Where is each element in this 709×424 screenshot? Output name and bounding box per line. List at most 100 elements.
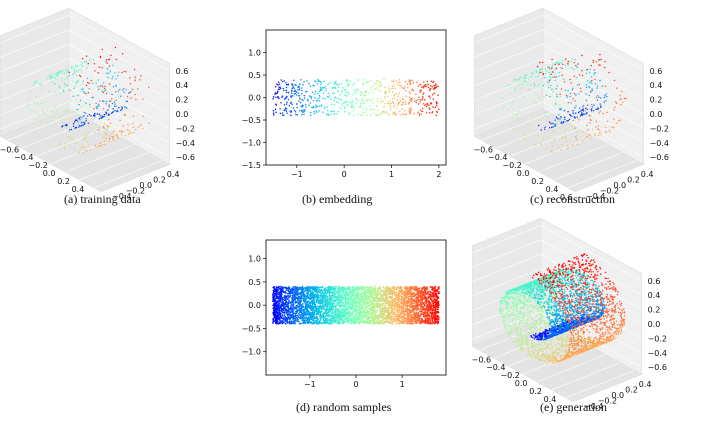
data-point <box>293 292 296 294</box>
data-point <box>90 115 92 117</box>
data-point <box>387 101 390 103</box>
data-point <box>341 90 343 92</box>
data-point <box>543 128 546 130</box>
data-point <box>529 124 531 126</box>
data-point <box>279 108 281 110</box>
data-point <box>426 305 429 308</box>
data-point <box>319 88 322 91</box>
data-point <box>413 100 416 102</box>
data-point <box>341 299 344 301</box>
data-point <box>542 85 544 87</box>
data-point <box>402 298 404 300</box>
data-point <box>333 110 335 112</box>
data-point <box>324 317 326 320</box>
data-point <box>335 83 338 86</box>
data-point <box>54 83 56 85</box>
data-point <box>349 101 351 103</box>
data-point <box>567 89 569 92</box>
data-point <box>327 96 330 99</box>
data-point <box>366 286 368 288</box>
data-point <box>436 298 438 300</box>
data-point <box>598 112 600 114</box>
data-point <box>418 289 421 291</box>
data-point <box>86 77 89 80</box>
data-point <box>104 135 106 137</box>
data-point <box>393 289 396 291</box>
data-point <box>505 85 507 87</box>
data-point <box>554 79 556 82</box>
z-tick-label: 0.6 <box>176 67 189 76</box>
chart-d-points <box>272 285 440 325</box>
data-point <box>343 106 346 108</box>
data-point <box>82 90 85 93</box>
data-point <box>402 312 404 315</box>
x-tick-label: −0.4 <box>488 153 507 162</box>
grid-line <box>0 101 69 130</box>
data-point <box>363 292 366 294</box>
data-point <box>341 104 343 107</box>
data-point <box>540 142 542 145</box>
data-point <box>575 134 578 136</box>
caption-b: (b) embedding <box>302 192 372 207</box>
data-point <box>343 107 346 110</box>
data-point <box>382 319 384 321</box>
data-point <box>64 109 67 112</box>
data-point <box>74 121 76 123</box>
data-point <box>71 138 74 140</box>
data-point <box>589 122 591 124</box>
data-point <box>384 92 387 95</box>
data-point <box>365 91 367 94</box>
data-point <box>276 83 278 85</box>
data-point <box>435 84 437 87</box>
data-point <box>300 322 302 325</box>
data-point <box>533 91 535 94</box>
data-point <box>421 309 423 311</box>
data-point <box>93 108 95 110</box>
data-point <box>59 115 61 118</box>
data-point <box>105 141 108 143</box>
data-point <box>293 109 296 112</box>
data-point <box>577 143 579 146</box>
data-point <box>427 84 429 86</box>
data-point <box>126 95 129 98</box>
data-point <box>82 58 84 60</box>
x-tick-label: −0.4 <box>14 153 33 162</box>
grid-line <box>68 101 170 158</box>
data-point <box>277 84 279 86</box>
data-point <box>554 131 557 133</box>
data-point <box>418 96 420 98</box>
data-point <box>585 72 588 75</box>
data-point <box>93 63 96 65</box>
data-point <box>98 113 101 115</box>
data-point <box>423 305 426 307</box>
data-point <box>362 79 365 81</box>
data-point <box>80 84 83 86</box>
data-point <box>64 83 66 85</box>
data-point <box>293 93 296 95</box>
data-point <box>284 315 286 318</box>
data-point <box>304 298 306 300</box>
data-point <box>346 319 348 321</box>
data-point <box>540 144 543 146</box>
data-point <box>95 82 98 85</box>
data-point <box>432 81 434 83</box>
data-point <box>600 106 602 109</box>
data-point <box>551 142 553 145</box>
caption-b-text: embedding <box>319 192 373 206</box>
data-point <box>371 91 373 94</box>
data-point <box>365 306 367 309</box>
data-point <box>80 147 82 149</box>
data-point <box>565 58 567 60</box>
data-point <box>543 96 545 98</box>
data-point <box>111 136 114 138</box>
data-point <box>588 134 591 136</box>
data-point <box>311 317 313 320</box>
data-point <box>75 142 77 145</box>
data-point <box>411 88 414 90</box>
data-point <box>417 296 419 299</box>
data-point <box>361 93 364 95</box>
data-point <box>380 98 382 100</box>
data-point <box>438 291 440 293</box>
data-point <box>128 92 130 95</box>
data-point <box>314 96 316 99</box>
